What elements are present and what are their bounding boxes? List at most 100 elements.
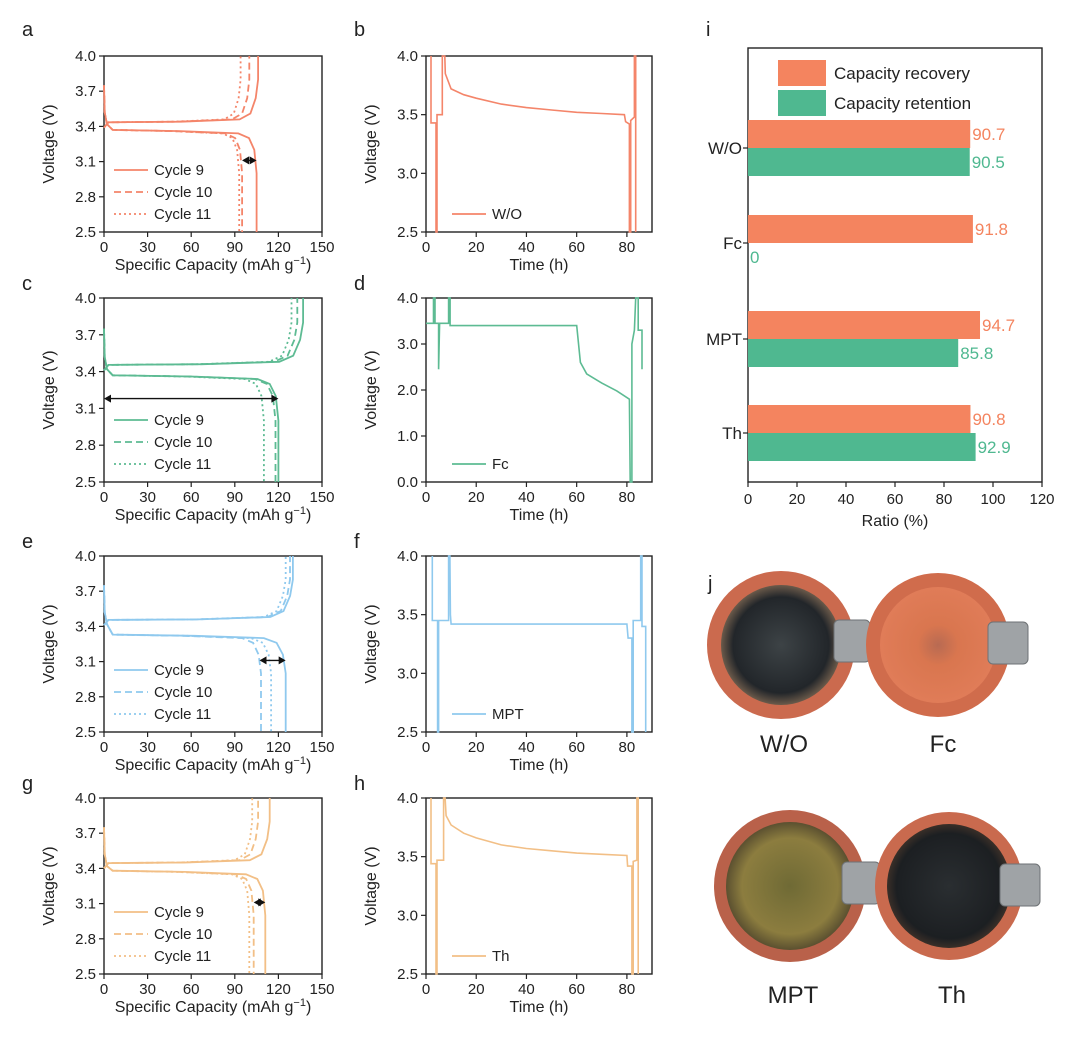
- charge-curve: [103, 556, 287, 626]
- charge-curve: [103, 56, 251, 129]
- x-tick-label: 120: [1029, 491, 1054, 508]
- panel-label-j: j: [707, 573, 712, 595]
- plot-frame: [425, 555, 653, 733]
- legend-label: Cycle 9: [154, 162, 204, 179]
- x-tick-label: 60: [568, 489, 585, 506]
- category-label: Th: [722, 424, 742, 443]
- voltage-trace: [430, 55, 637, 233]
- x-tick-label: 30: [139, 239, 156, 256]
- discharge-curve: [103, 328, 277, 482]
- charge-curve: [103, 556, 291, 626]
- x-axis-label: Specific Capacity (mAh g−1): [115, 997, 312, 1016]
- bar: [748, 433, 976, 461]
- chart-i: 0 20 40 60 80 100 120 Ratio (%) Capacity recover…: [706, 47, 1055, 530]
- x-tick-label: 60: [568, 739, 585, 756]
- chart-b: 0 20 40 60 80 2.5 3.0 3.5 4.0 Voltage (V) Time (h)…: [363, 48, 653, 274]
- y-tick-label: 3.4: [75, 364, 96, 381]
- y-tick-label: 4.0: [75, 290, 96, 307]
- voltage-trace: [426, 297, 643, 483]
- capacity-arrow-head-left: [259, 656, 267, 665]
- category-label: W/O: [708, 139, 742, 158]
- y-tick-label: 2.5: [75, 724, 96, 741]
- discharge-curve: [103, 328, 265, 482]
- voltage-trace: [430, 797, 639, 975]
- x-tick-label: 60: [183, 489, 200, 506]
- bar-value-label: 85.8: [960, 344, 993, 363]
- photo-label-mpt: MPT: [768, 982, 819, 1009]
- y-tick-label: 3.5: [397, 607, 418, 624]
- x-tick-label: 80: [936, 491, 953, 508]
- x-tick-label: 30: [139, 489, 156, 506]
- x-tick-label: 150: [309, 489, 334, 506]
- capacity-arrow-head-right: [258, 898, 266, 907]
- voltage-trace: [431, 555, 647, 733]
- legend-label: Th: [492, 948, 510, 965]
- legend-swatch: [778, 90, 826, 116]
- y-tick-label: 4.0: [397, 548, 418, 565]
- legend-label: Cycle 9: [154, 662, 204, 679]
- bar: [748, 311, 981, 339]
- x-tick-label: 0: [744, 491, 752, 508]
- chart-c: 0 30 60 90 120 150 2.5 2.8 3.1 3.4 3.7 4.0 Voltage (…: [41, 290, 335, 524]
- y-tick-label: 4.0: [75, 790, 96, 807]
- y-tick-label: 0.0: [397, 474, 418, 491]
- x-tick-label: 20: [468, 739, 485, 756]
- y-axis-label: Voltage (V): [41, 604, 58, 683]
- legend-label: Cycle 9: [154, 412, 204, 429]
- discharge-curve: [103, 85, 241, 232]
- discharge-curve: [103, 827, 255, 974]
- legend-label: Cycle 10: [154, 184, 212, 201]
- y-axis-label: Voltage (V): [363, 604, 380, 683]
- x-tick-label: 30: [139, 739, 156, 756]
- x-tick-label: 40: [518, 981, 535, 998]
- legend-label: MPT: [492, 706, 524, 723]
- y-tick-label: 3.7: [75, 583, 96, 600]
- x-tick-label: 40: [838, 491, 855, 508]
- capacity-arrow-head-right: [271, 394, 279, 403]
- x-tick-label: 0: [100, 239, 108, 256]
- x-tick-label: 20: [789, 491, 806, 508]
- legend-label: Capacity retention: [834, 94, 971, 113]
- x-tick-label: 120: [266, 239, 291, 256]
- legend-label: Cycle 11: [154, 948, 211, 965]
- plot-frame: [425, 797, 653, 975]
- y-tick-label: 2.5: [397, 224, 418, 241]
- x-tick-label: 20: [468, 239, 485, 256]
- chart-f: 0 20 40 60 80 2.5 3.0 3.5 4.0 Voltage (V) Time (h)…: [363, 548, 653, 774]
- plot-frame: [103, 55, 323, 233]
- y-tick-label: 4.0: [397, 290, 418, 307]
- y-tick-label: 3.1: [75, 654, 96, 671]
- photo-label-wo: W/O: [760, 731, 808, 758]
- bar-value-label: 0: [750, 248, 759, 267]
- y-tick-label: 3.0: [397, 336, 418, 353]
- electrode-photo-wo: [707, 571, 871, 719]
- x-axis-label: Specific Capacity (mAh g−1): [115, 755, 312, 774]
- y-tick-label: 3.7: [75, 825, 96, 842]
- x-tick-label: 90: [226, 489, 243, 506]
- x-tick-label: 20: [468, 489, 485, 506]
- x-axis-label: Time (h): [510, 507, 569, 524]
- y-tick-label: 3.1: [75, 896, 96, 913]
- legend-label: Cycle 11: [154, 456, 211, 473]
- chart-h: 0 20 40 60 80 2.5 3.0 3.5 4.0 Voltage (V) Time (h)…: [363, 790, 653, 1016]
- bar-value-label: 90.8: [972, 410, 1005, 429]
- x-tick-label: 120: [266, 739, 291, 756]
- electrode-photo-th: [875, 812, 1041, 960]
- x-tick-label: 120: [266, 981, 291, 998]
- charge-curve: [103, 798, 259, 869]
- panel-label-c: c: [22, 273, 32, 295]
- x-tick-label: 0: [100, 739, 108, 756]
- x-axis-label: Time (h): [510, 999, 569, 1016]
- bar-value-label: 90.5: [972, 153, 1005, 172]
- x-tick-label: 0: [422, 239, 430, 256]
- x-tick-label: 150: [309, 239, 334, 256]
- y-axis-label: Voltage (V): [363, 846, 380, 925]
- y-axis-label: Voltage (V): [363, 104, 380, 183]
- x-tick-label: 0: [422, 981, 430, 998]
- y-tick-label: 3.7: [75, 83, 96, 100]
- x-tick-label: 60: [887, 491, 904, 508]
- x-tick-label: 0: [422, 489, 430, 506]
- y-tick-label: 2.8: [75, 689, 96, 706]
- legend-label: Cycle 9: [154, 904, 204, 921]
